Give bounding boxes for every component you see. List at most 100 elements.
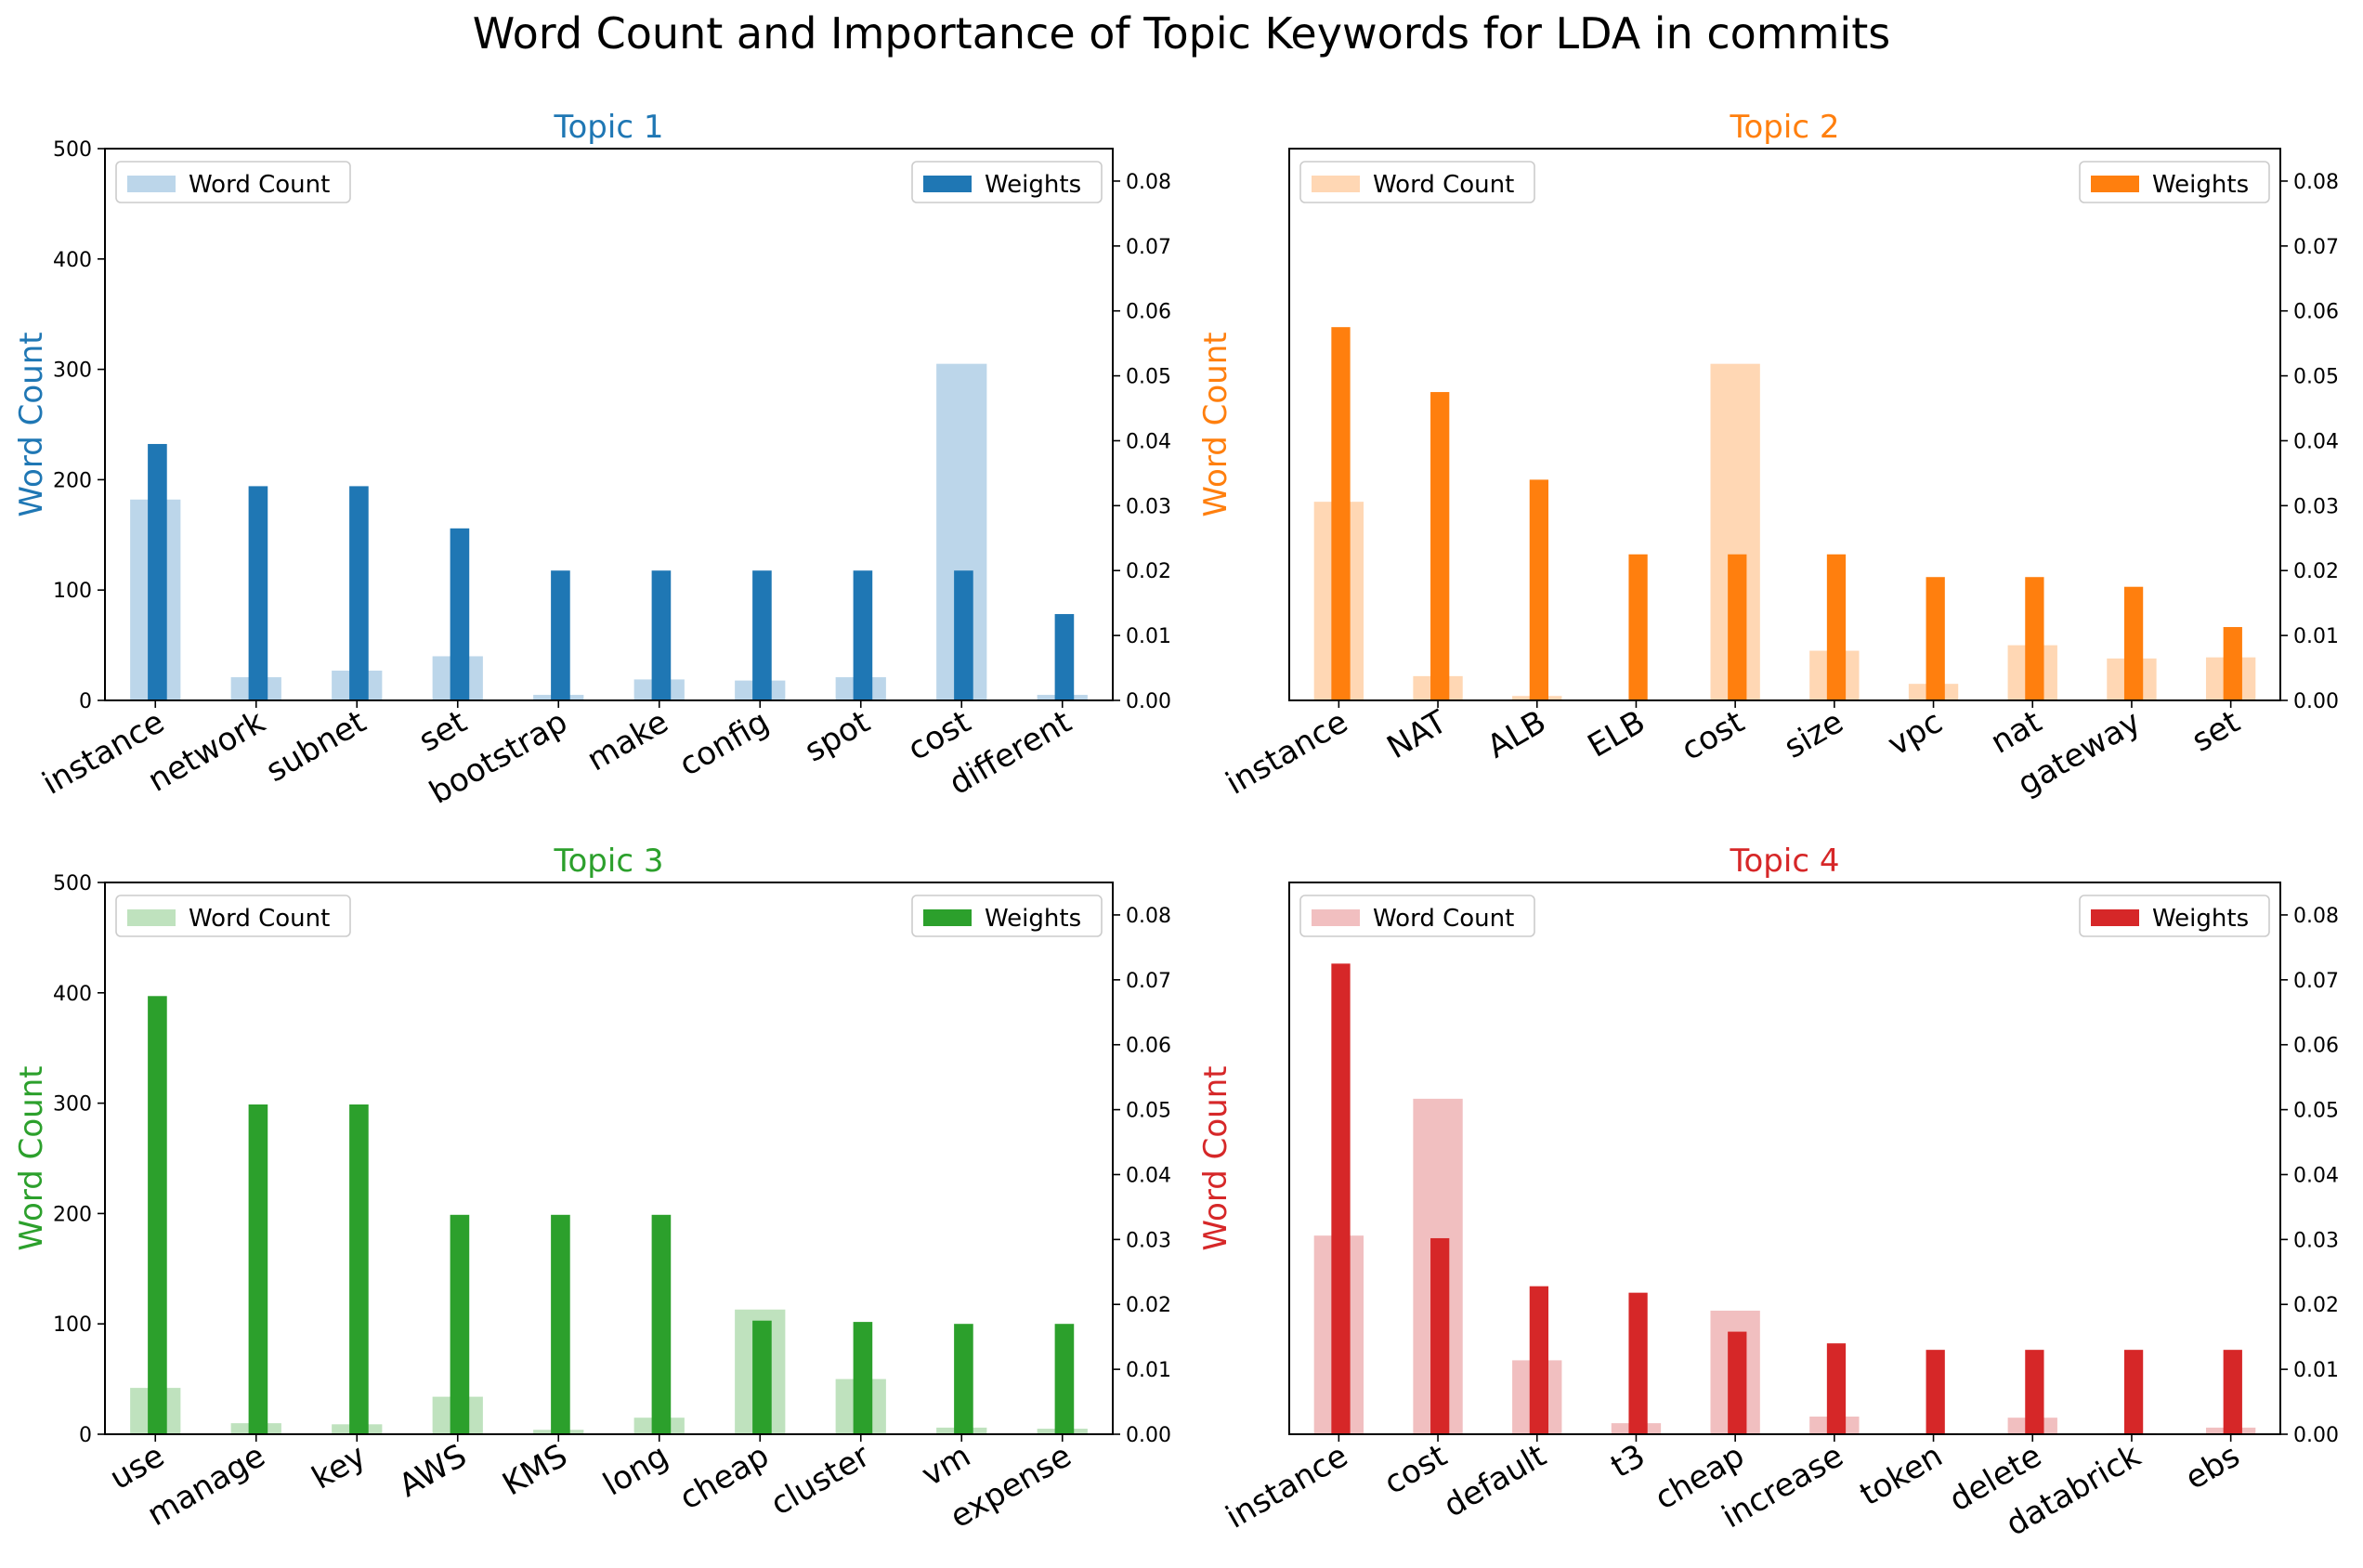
weight-bar: [651, 570, 672, 700]
weight-bar: [1430, 1237, 1450, 1434]
weight-bar: [1331, 327, 1351, 700]
weight-bar: [954, 570, 973, 700]
weight-bar: [1728, 1331, 1747, 1434]
y2-tick-label: 0.05: [2293, 1100, 2339, 1123]
y-axis-label: Word Count: [1197, 1065, 1234, 1250]
subplot-title: Topic 2: [1730, 109, 1840, 146]
subplot-title: Topic 4: [1730, 843, 1840, 880]
weight-bar: [752, 570, 772, 700]
y2-tick-label: 0.05: [1126, 366, 1171, 389]
legend-weights-label: Weights: [985, 171, 1081, 199]
weight-bar: [1430, 392, 1450, 700]
weight-bar: [1628, 554, 1648, 700]
weight-bar: [551, 1214, 570, 1434]
weight-bar: [2123, 1350, 2144, 1434]
y2-tick-label: 0.08: [2293, 171, 2339, 194]
weight-bar: [248, 1104, 268, 1434]
y2-tick-label: 0.07: [2293, 236, 2339, 259]
y-tick-label: 100: [53, 1313, 92, 1337]
weight-bar: [2223, 1350, 2242, 1434]
y2-tick-label: 0.06: [1126, 1035, 1171, 1058]
weight-bar: [248, 486, 268, 700]
y2-tick-label: 0.03: [1126, 495, 1171, 518]
weight-bar: [349, 486, 369, 700]
legend-weights-swatch: [923, 176, 972, 192]
weight-bar: [1529, 1286, 1549, 1434]
y-tick-label: 100: [53, 580, 92, 603]
y2-tick-label: 0.06: [2293, 301, 2339, 324]
y-tick-label: 400: [53, 983, 92, 1006]
figure-title: Word Count and Importance of Topic Keywo…: [473, 8, 1890, 59]
axes-frame: [1288, 148, 2281, 701]
y2-tick-label: 0.04: [2293, 1164, 2339, 1187]
y2-tick-label: 0.05: [2293, 366, 2339, 389]
legend-word-count-label: Word Count: [1373, 171, 1514, 199]
y2-tick-label: 0.00: [2293, 1424, 2339, 1447]
weight-bar: [1054, 1324, 1075, 1434]
weight-bar: [853, 570, 873, 700]
axes-frame: [104, 148, 1114, 701]
y2-tick-label: 0.08: [2293, 905, 2339, 928]
y2-tick-label: 0.04: [1126, 1164, 1171, 1187]
weight-bar: [1826, 554, 1847, 700]
y2-tick-label: 0.02: [1126, 560, 1171, 583]
weight-bar: [1926, 577, 1945, 700]
weight-bar: [1728, 554, 1747, 700]
weight-bar: [450, 1214, 470, 1434]
y2-tick-label: 0.04: [1126, 430, 1171, 453]
y2-tick-label: 0.02: [2293, 560, 2339, 583]
legend-weights-label: Weights: [985, 905, 1081, 933]
y2-tick-label: 0.01: [1126, 1359, 1171, 1382]
axes-frame: [104, 882, 1114, 1435]
legend-word-count-label: Word Count: [189, 171, 330, 199]
y2-tick-label: 0.01: [2293, 625, 2339, 648]
y-tick-label: 500: [53, 138, 92, 162]
y2-tick-label: 0.07: [1126, 970, 1171, 993]
y-tick-label: 300: [53, 1093, 92, 1117]
y-tick-label: 300: [53, 359, 92, 383]
subplot-title: Topic 3: [554, 843, 664, 880]
y2-tick-label: 0.07: [2293, 970, 2339, 993]
weight-bar: [450, 528, 470, 700]
legend-word-count-swatch: [127, 176, 176, 192]
weight-bar: [853, 1322, 873, 1434]
weight-bar: [551, 570, 570, 700]
y-tick-label: 500: [53, 872, 92, 895]
weight-bar: [2025, 1350, 2044, 1434]
weight-bar: [1331, 963, 1351, 1434]
y2-tick-label: 0.00: [1126, 1424, 1171, 1447]
y-axis-label: Word Count: [13, 1065, 50, 1250]
weight-bar: [2223, 627, 2242, 700]
legend-weights-label: Weights: [2152, 905, 2249, 933]
y-axis-label: Word Count: [1197, 332, 1234, 516]
legend-word-count-swatch: [1312, 176, 1360, 192]
y-tick-label: 0: [79, 690, 92, 713]
y2-tick-label: 0.02: [2293, 1294, 2339, 1317]
y2-tick-label: 0.01: [1126, 625, 1171, 648]
weight-bar: [1054, 614, 1075, 700]
y2-tick-label: 0.06: [2293, 1035, 2339, 1058]
legend-word-count-label: Word Count: [1373, 905, 1514, 933]
subplot-title: Topic 1: [554, 109, 664, 146]
legend-word-count-swatch: [1312, 909, 1360, 926]
weight-bar: [1529, 479, 1549, 700]
legend-weights-label: Weights: [2152, 171, 2249, 199]
y-tick-label: 200: [53, 1203, 92, 1226]
weight-bar: [349, 1104, 369, 1434]
y2-tick-label: 0.00: [1126, 690, 1171, 713]
weight-bar: [2025, 577, 2044, 700]
y-axis-label: Word Count: [13, 332, 50, 516]
y2-tick-label: 0.06: [1126, 301, 1171, 324]
y2-tick-label: 0.01: [2293, 1359, 2339, 1382]
y2-tick-label: 0.03: [2293, 495, 2339, 518]
y-tick-label: 400: [53, 249, 92, 272]
y-tick-label: 200: [53, 469, 92, 492]
y2-tick-label: 0.02: [1126, 1294, 1171, 1317]
y2-tick-label: 0.00: [2293, 690, 2339, 713]
weight-bar: [1628, 1292, 1648, 1434]
y2-tick-label: 0.04: [2293, 430, 2339, 453]
legend-weights-swatch: [2091, 909, 2139, 926]
y2-tick-label: 0.03: [1126, 1229, 1171, 1252]
